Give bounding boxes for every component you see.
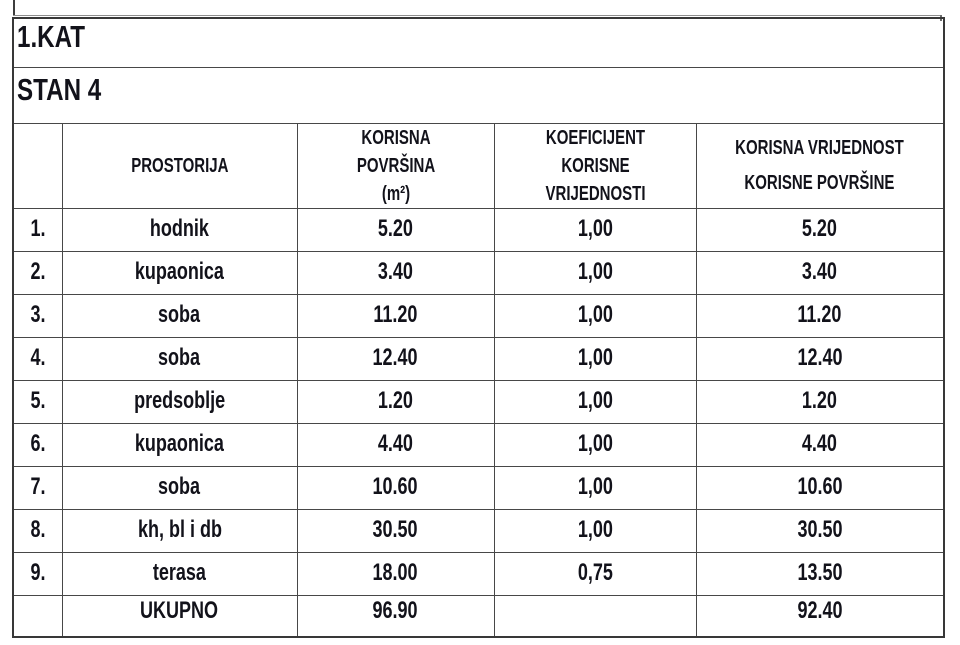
cell-num: 6. bbox=[12, 423, 63, 467]
cropped-row-bottom-border bbox=[13, 15, 942, 16]
table-row: 6. kupaonica 4.40 1,00 4.40 bbox=[12, 423, 945, 467]
floor-title: 1.KAT bbox=[17, 19, 86, 54]
table-row: 8. kh, bl i db 30.50 1,00 30.50 bbox=[12, 509, 945, 553]
cell-room: predsoblje bbox=[61, 380, 298, 424]
cell-coefficient: 1,00 bbox=[493, 509, 697, 553]
cell-value: 13.50 bbox=[695, 552, 945, 596]
col-header-room: PROSTORIJA bbox=[61, 123, 298, 209]
cropped-row-left-border bbox=[13, 0, 15, 16]
unit-title-row: STAN 4 bbox=[12, 67, 945, 124]
cell-area: 3.40 bbox=[296, 251, 495, 295]
cell-coefficient: 0,75 bbox=[493, 552, 697, 596]
cell-room: soba bbox=[61, 294, 298, 338]
total-area-cell: 96.90 bbox=[296, 595, 495, 637]
cell-room: hodnik bbox=[61, 208, 298, 252]
cell-value: 1.20 bbox=[695, 380, 945, 424]
table-row: 5. predsoblje 1.20 1,00 1.20 bbox=[12, 380, 945, 424]
total-coefficient-cell bbox=[493, 595, 697, 637]
unit-title: STAN 4 bbox=[17, 71, 102, 107]
cell-coefficient: 1,00 bbox=[493, 251, 697, 295]
cell-num: 2. bbox=[12, 251, 63, 295]
area-table: 1.KAT STAN 4 PROSTORIJA KORISNA POVRŠINA… bbox=[12, 17, 945, 638]
total-area: 96.90 bbox=[372, 596, 419, 624]
col-header-num bbox=[12, 123, 63, 209]
cell-area: 12.40 bbox=[296, 337, 495, 381]
table-row: 2. kupaonica 3.40 1,00 3.40 bbox=[12, 251, 945, 295]
cell-num: 9. bbox=[12, 552, 63, 596]
total-value-cell: 92.40 bbox=[695, 595, 945, 637]
cell-value: 11.20 bbox=[695, 294, 945, 338]
unit-title-cell: STAN 4 bbox=[12, 67, 945, 124]
cell-value: 5.20 bbox=[695, 208, 945, 252]
cell-area: 11.20 bbox=[296, 294, 495, 338]
col-header-coefficient: KOEFICIJENT KORISNE VRIJEDNOSTI bbox=[493, 123, 697, 209]
cell-area: 30.50 bbox=[296, 509, 495, 553]
total-row: UKUPNO 96.90 92.40 bbox=[12, 595, 945, 637]
cell-room: soba bbox=[61, 466, 298, 510]
cell-num: 3. bbox=[12, 294, 63, 338]
cell-num: 4. bbox=[12, 337, 63, 381]
cell-room: soba bbox=[61, 337, 298, 381]
floor-title-cell: 1.KAT bbox=[12, 17, 945, 68]
table-row: 9. terasa 18.00 0,75 13.50 bbox=[12, 552, 945, 596]
floor-title-row: 1.KAT bbox=[12, 17, 945, 68]
cell-room: kupaonica bbox=[61, 423, 298, 467]
cell-coefficient: 1,00 bbox=[493, 337, 697, 381]
col-header-area: KORISNA POVRŠINA (m²) bbox=[296, 123, 495, 209]
cell-room: kupaonica bbox=[61, 251, 298, 295]
cell-value: 30.50 bbox=[695, 509, 945, 553]
cell-num: 5. bbox=[12, 380, 63, 424]
total-num-cell bbox=[12, 595, 63, 637]
total-label: UKUPNO bbox=[140, 596, 219, 624]
total-value: 92.40 bbox=[797, 596, 843, 624]
cell-value: 4.40 bbox=[695, 423, 945, 467]
cell-area: 4.40 bbox=[296, 423, 495, 467]
cell-area: 5.20 bbox=[296, 208, 495, 252]
cell-coefficient: 1,00 bbox=[493, 423, 697, 467]
cell-coefficient: 1,00 bbox=[493, 208, 697, 252]
cell-num: 7. bbox=[12, 466, 63, 510]
cell-area: 10.60 bbox=[296, 466, 495, 510]
table-row: 1. hodnik 5.20 1,00 5.20 bbox=[12, 208, 945, 252]
cell-num: 1. bbox=[12, 208, 63, 252]
cell-num: 8. bbox=[12, 509, 63, 553]
table-row: 3. soba 11.20 1,00 11.20 bbox=[12, 294, 945, 338]
cell-coefficient: 1,00 bbox=[493, 466, 697, 510]
table-row: 7. soba 10.60 1,00 10.60 bbox=[12, 466, 945, 510]
cell-room: terasa bbox=[61, 552, 298, 596]
cell-value: 10.60 bbox=[695, 466, 945, 510]
cell-value: 3.40 bbox=[695, 251, 945, 295]
cell-room: kh, bl i db bbox=[61, 509, 298, 553]
table-header-row: PROSTORIJA KORISNA POVRŠINA (m²) KOEFICI… bbox=[12, 123, 945, 209]
cell-coefficient: 1,00 bbox=[493, 294, 697, 338]
total-label-cell: UKUPNO bbox=[61, 595, 298, 637]
cell-area: 1.20 bbox=[296, 380, 495, 424]
col-header-value: KORISNA VRIJEDNOST KORISNE POVRŠINE bbox=[695, 123, 945, 209]
cell-area: 18.00 bbox=[296, 552, 495, 596]
cell-coefficient: 1,00 bbox=[493, 380, 697, 424]
table-row: 4. soba 12.40 1,00 12.40 bbox=[12, 337, 945, 381]
cell-value: 12.40 bbox=[695, 337, 945, 381]
